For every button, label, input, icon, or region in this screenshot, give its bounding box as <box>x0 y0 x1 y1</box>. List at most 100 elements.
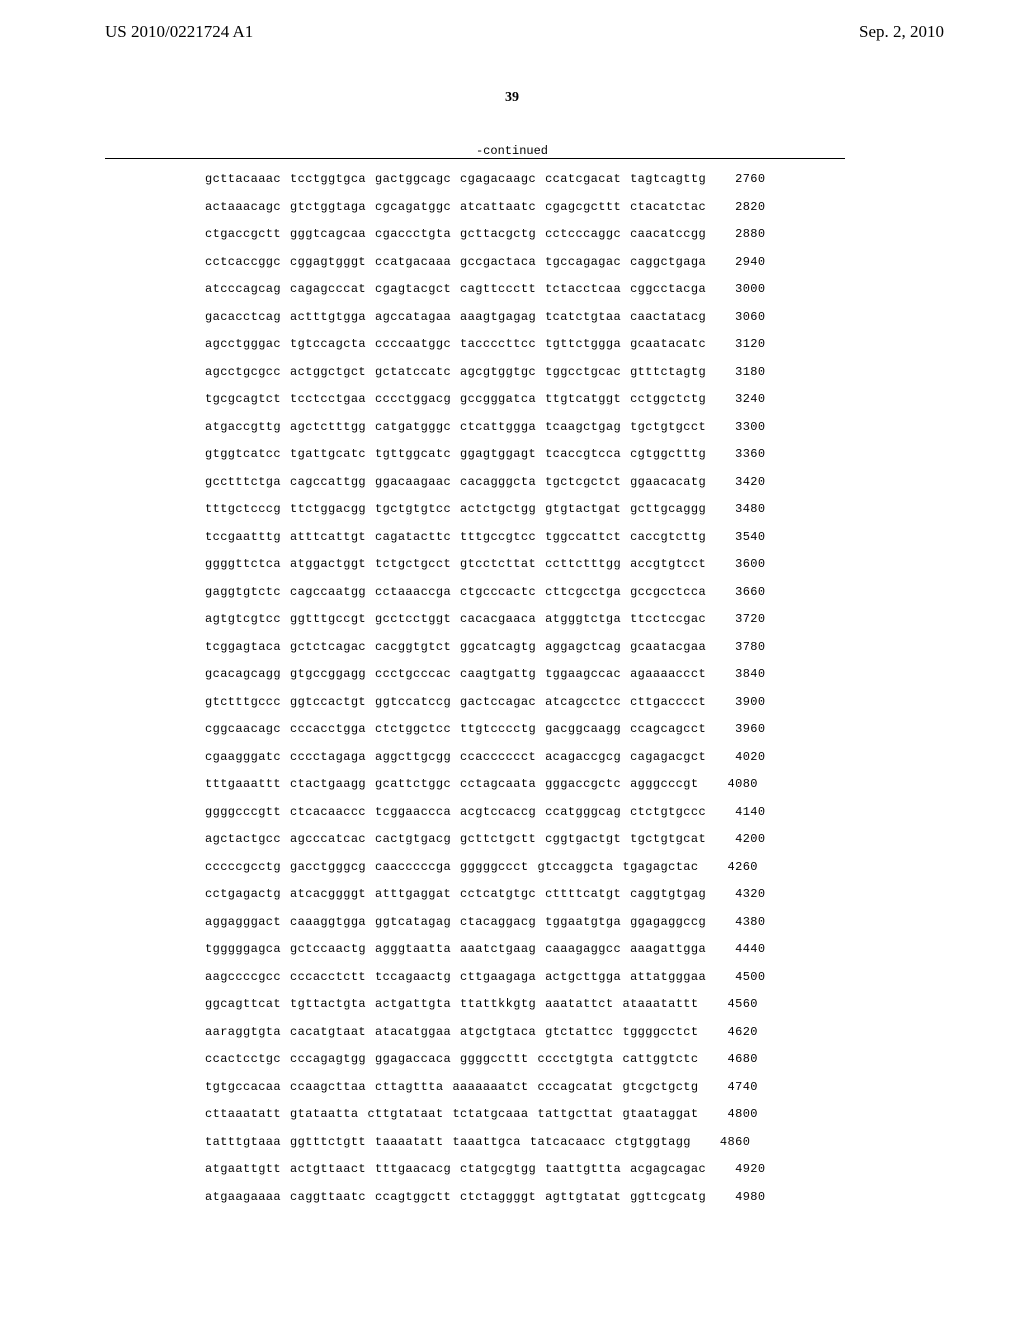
sequence-block: actaaacagc <box>205 201 281 213</box>
sequence-row: atgaagaaaacaggttaatcccagtggcttctctaggggt… <box>205 1191 1024 1203</box>
sequence-position: 3660 <box>735 586 765 598</box>
sequence-block: tctgctgcct <box>375 558 451 570</box>
sequence-block: cctaaaccga <box>375 586 451 598</box>
sequence-block: cccccgcctg <box>205 861 281 873</box>
sequence-block: atttcattgt <box>290 531 366 543</box>
sequence-block: gcaatacgaa <box>630 641 706 653</box>
sequence-row: gtggtcatcctgattgcatctgttggcatcggagtggagt… <box>205 448 1024 460</box>
sequence-block: agcccatcac <box>290 833 366 845</box>
sequence-block: ttcctccgac <box>630 613 706 625</box>
sequence-block: gtttctagtg <box>630 366 706 378</box>
sequence-row: agtgtcgtccggtttgccgtgcctcctggtcacacgaaca… <box>205 613 1024 625</box>
sequence-position: 4920 <box>735 1163 765 1175</box>
sequence-row: atcccagcagcagagcccatcgagtacgctcagttccctt… <box>205 283 1024 295</box>
sequence-block: caggttaatc <box>290 1191 366 1203</box>
sequence-position: 4860 <box>720 1136 750 1148</box>
sequence-row: gaggtgtctccagccaatggcctaaaccgactgcccactc… <box>205 586 1024 598</box>
sequence-block: cccctggacg <box>375 393 451 405</box>
sequence-row: tttgaaatttctactgaagggcattctggccctagcaata… <box>205 778 1024 790</box>
sequence-block: ctacatctac <box>630 201 706 213</box>
sequence-block: cttagttta <box>375 1081 443 1093</box>
sequence-block: actgttaact <box>290 1163 366 1175</box>
sequence-block: gggtcagcaa <box>290 228 366 240</box>
sequence-block: tctacctcaa <box>545 283 621 295</box>
sequence-block: aggcttgcgg <box>375 751 451 763</box>
sequence-block: gtgccggagg <box>290 668 366 680</box>
sequence-row: gcctttctgacagccattggggacaagaaccacagggcta… <box>205 476 1024 488</box>
sequence-block: gacctgggcg <box>290 861 366 873</box>
sequence-row: aaraggtgtacacatgtaatatacatggaaatgctgtaca… <box>205 1026 1024 1038</box>
sequence-block: cccctagaga <box>290 751 366 763</box>
sequence-row: ggggcccgttctcacaaccctcggaacccaacgtccaccg… <box>205 806 1024 818</box>
sequence-block: cggcaacagc <box>205 723 281 735</box>
sequence-position: 4380 <box>735 916 765 928</box>
sequence-block: tgtgccacaa <box>205 1081 281 1093</box>
page-number: 39 <box>0 90 1024 106</box>
sequence-block: ggacaagaac <box>375 476 451 488</box>
sequence-block: gactccagac <box>460 696 536 708</box>
sequence-row: tccgaatttgatttcattgtcagatacttctttgccgtcc… <box>205 531 1024 543</box>
sequence-block: cagagacgct <box>630 751 706 763</box>
sequence-block: gtcgctgctg <box>622 1081 698 1093</box>
sequence-block: gctccaactg <box>290 943 366 955</box>
sequence-block: caacatccgg <box>630 228 706 240</box>
sequence-block: tgttggcatc <box>375 448 451 460</box>
sequence-block: tatcacaacc <box>530 1136 606 1148</box>
sequence-block: ggttcgcatg <box>630 1191 706 1203</box>
sequence-block: cagccattgg <box>290 476 366 488</box>
sequence-block: agaaaaccct <box>630 668 706 680</box>
sequence-block: cagttccctt <box>460 283 536 295</box>
sequence-block: gctctcagac <box>290 641 366 653</box>
sequence-position: 2940 <box>735 256 765 268</box>
sequence-block: cttgtataat <box>367 1108 443 1120</box>
sequence-block: cacatgtaat <box>290 1026 366 1038</box>
sequence-block: cccagcatat <box>537 1081 613 1093</box>
sequence-block: actttgtgga <box>290 311 366 323</box>
sequence-row: ggggttctcaatggactggttctgctgcctgtcctcttat… <box>205 558 1024 570</box>
sequence-block: tatttgtaaa <box>205 1136 281 1148</box>
sequence-block: ctctaggggt <box>460 1191 536 1203</box>
sequence-block: ttattkkgtg <box>460 998 536 1010</box>
sequence-position: 4200 <box>735 833 765 845</box>
sequence-block: gccgcctcca <box>630 586 706 598</box>
sequence-block: ggtccactgt <box>290 696 366 708</box>
sequence-block: cccacctgga <box>290 723 366 735</box>
sequence-block: aaaaaaatct <box>452 1081 528 1093</box>
sequence-row: aggagggactcaaaggtggaggtcatagagctacaggacg… <box>205 916 1024 928</box>
sequence-row: cccccgcctggacctgggcgcaacccccgagggggccctg… <box>205 861 1024 873</box>
sequence-block: cactgtgacg <box>375 833 451 845</box>
sequence-block: aagccccgcc <box>205 971 281 983</box>
sequence-block: tccagaactg <box>375 971 451 983</box>
sequence-block: gtcctcttat <box>460 558 536 570</box>
sequence-block: ttgtcccctg <box>460 723 536 735</box>
sequence-position: 3360 <box>735 448 765 460</box>
sequence-block: cgagacaagc <box>460 173 536 185</box>
sequence-row: atgaattgttactgttaacttttgaacacgctatgcgtgg… <box>205 1163 1024 1175</box>
sequence-block: ctgaccgctt <box>205 228 281 240</box>
sequence-row: agctactgccagcccatcaccactgtgacggcttctgctt… <box>205 833 1024 845</box>
sequence-position: 4260 <box>728 861 758 873</box>
sequence-block: tctatgcaaa <box>452 1108 528 1120</box>
sequence-position: 3900 <box>735 696 765 708</box>
sequence-block: aaatctgaag <box>460 943 536 955</box>
sequence-block: tgctgtgcat <box>630 833 706 845</box>
sequence-block: aaagattgga <box>630 943 706 955</box>
sequence-block: ctctgtgccc <box>630 806 706 818</box>
sequence-position: 4080 <box>728 778 758 790</box>
sequence-block: gacacctcag <box>205 311 281 323</box>
sequence-position: 4620 <box>728 1026 758 1038</box>
sequence-block: ttctggacgg <box>290 503 366 515</box>
sequence-block: tggcctgcac <box>545 366 621 378</box>
sequence-block: ggagaccaca <box>375 1053 451 1065</box>
sequence-row: tgggggagcagctccaactgagggtaattaaaatctgaag… <box>205 943 1024 955</box>
sequence-block: gtctttgccc <box>205 696 281 708</box>
sequence-block: agcgtggtgc <box>460 366 536 378</box>
sequence-row: cctcaccggccggagtgggtccatgacaaagccgactaca… <box>205 256 1024 268</box>
sequence-block: cttgacccct <box>630 696 706 708</box>
sequence-position: 3480 <box>735 503 765 515</box>
sequence-block: ggagaggccg <box>630 916 706 928</box>
sequence-block: taccccttcc <box>460 338 536 350</box>
sequence-block: cttaaatatt <box>205 1108 281 1120</box>
sequence-block: gaggtgtctc <box>205 586 281 598</box>
sequence-block: ctactgaagg <box>290 778 366 790</box>
